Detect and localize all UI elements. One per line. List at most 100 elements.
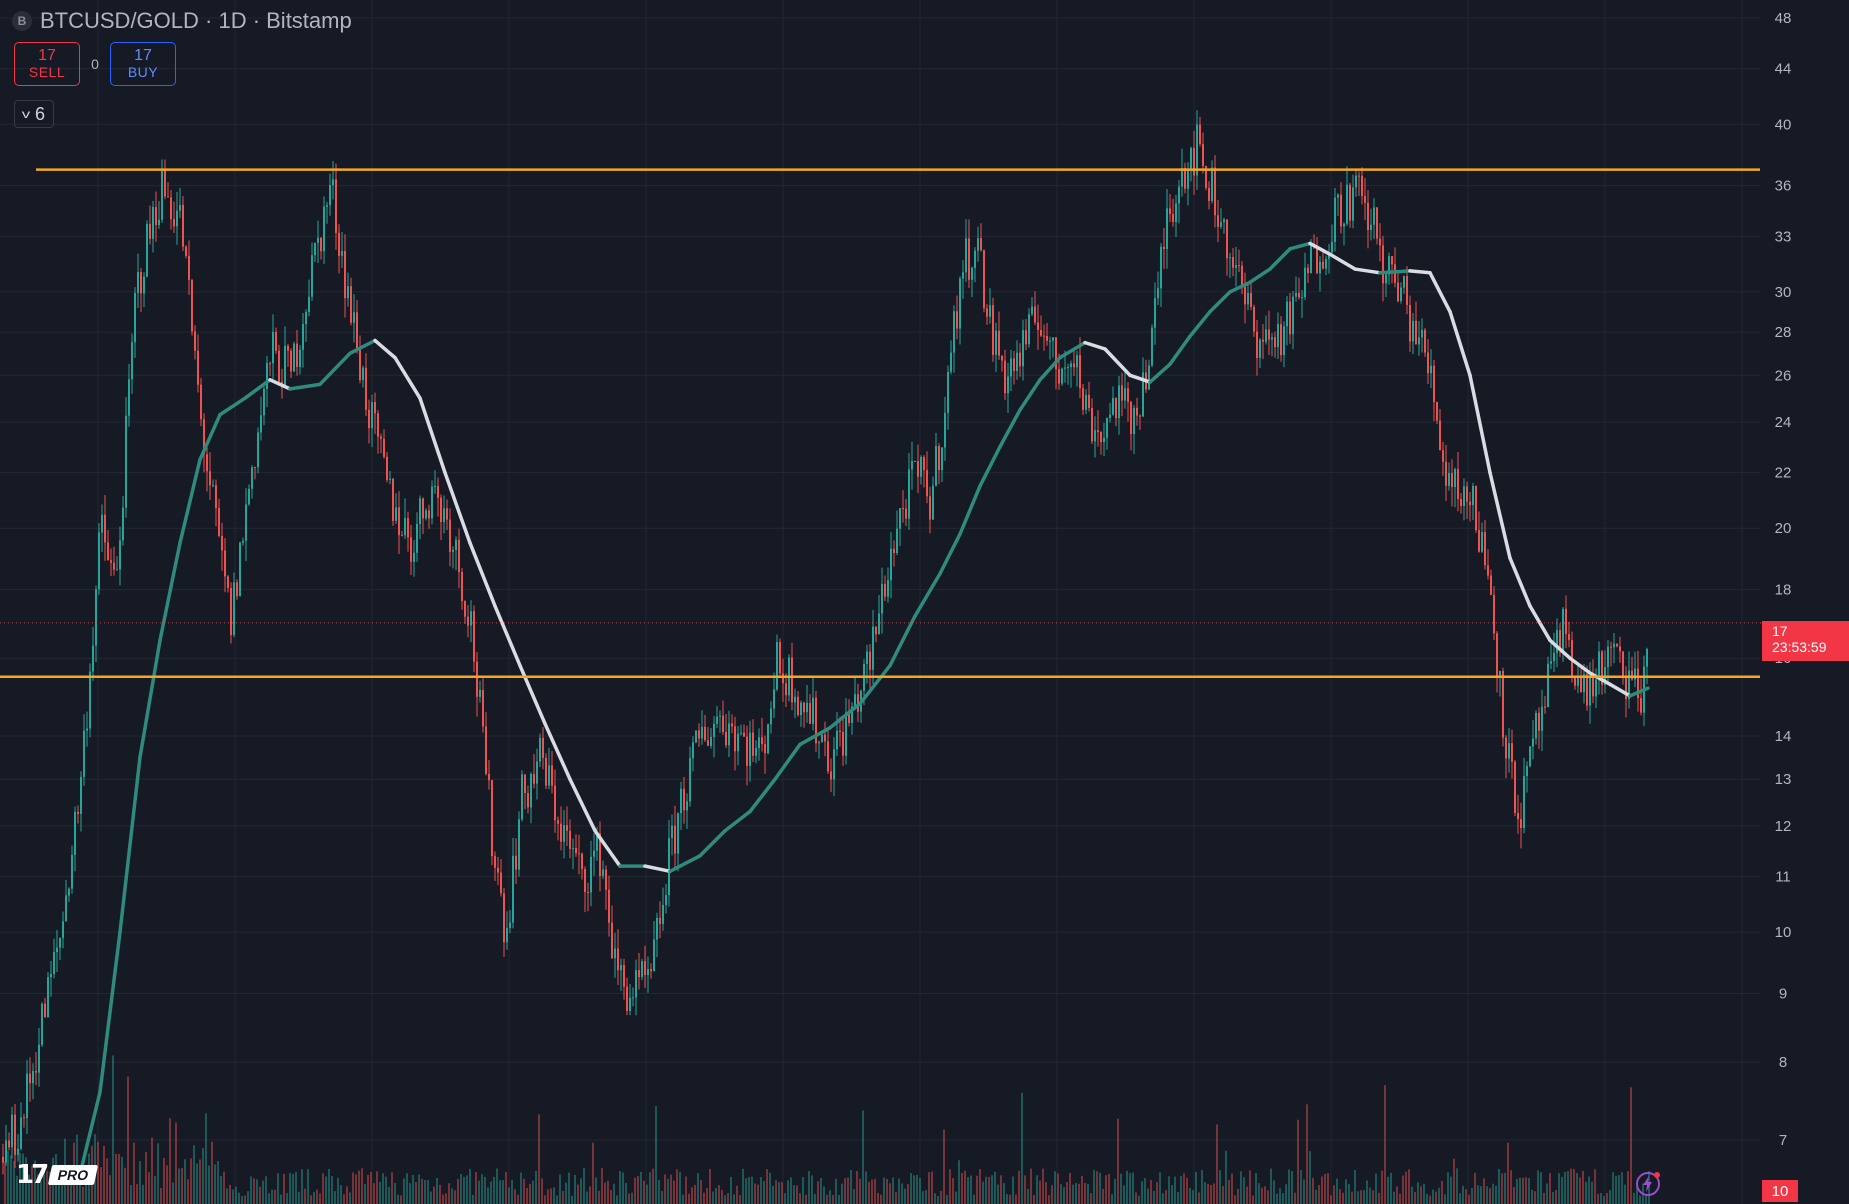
volume-bar <box>1354 1170 1356 1204</box>
candle-body <box>731 723 733 727</box>
volume-bar <box>352 1172 354 1204</box>
candle-body <box>722 715 724 733</box>
volume-bar <box>4 1161 6 1204</box>
volume-bar <box>1327 1173 1329 1204</box>
volume-bar <box>502 1180 504 1204</box>
volume-bar <box>667 1178 669 1204</box>
candle-body <box>368 409 370 429</box>
volume-bar <box>562 1190 564 1204</box>
buy-price: 17 <box>134 47 152 65</box>
volume-bar <box>1504 1172 1506 1204</box>
volume-bar <box>838 1194 840 1204</box>
volume-bar <box>466 1175 468 1204</box>
indicators-toggle-button[interactable]: v 6 <box>14 100 55 128</box>
volume-bar <box>1456 1168 1458 1204</box>
volume-bar <box>529 1183 531 1204</box>
candle-body <box>1217 215 1219 227</box>
volume-bar <box>382 1173 384 1204</box>
volume-bar <box>922 1191 924 1204</box>
volume-bar <box>154 1175 156 1204</box>
symbol-title[interactable]: BTCUSD/GOLD · 1D · Bitstamp <box>40 8 352 33</box>
volume-bar <box>517 1194 519 1204</box>
volume-bar <box>1084 1182 1086 1204</box>
volume-bar <box>1147 1188 1149 1204</box>
candle-body <box>398 507 400 536</box>
candle-body <box>1646 649 1648 667</box>
candle-body <box>1034 306 1036 323</box>
candle-body <box>1022 330 1024 367</box>
candle-body <box>197 350 199 385</box>
candle-body <box>1130 401 1132 434</box>
volume-bar <box>355 1174 357 1204</box>
volume-bar <box>730 1176 732 1204</box>
moving-average-segment <box>418 396 447 475</box>
horizontal-level-lines[interactable] <box>0 168 1760 678</box>
candle-body <box>1094 430 1096 442</box>
candle-body <box>242 540 244 543</box>
candle-body <box>416 524 418 553</box>
candle-body <box>113 562 115 570</box>
volume-bar <box>349 1192 351 1204</box>
volume-bar <box>493 1176 495 1204</box>
volume-bar <box>1462 1185 1464 1204</box>
candle-body <box>29 1073 31 1084</box>
sell-label: SELL <box>28 64 66 81</box>
candle-body <box>674 825 676 854</box>
volume-bar <box>679 1171 681 1204</box>
volume-bar <box>931 1171 933 1204</box>
volume-bar <box>712 1191 714 1204</box>
volume-bar <box>1558 1173 1560 1204</box>
candle-body <box>698 730 700 739</box>
candle-body <box>1235 265 1237 268</box>
volume-bar <box>724 1195 726 1204</box>
volume-bar <box>973 1194 975 1204</box>
volume-bar <box>157 1143 159 1204</box>
candle-body <box>320 237 322 252</box>
candle-body <box>1265 329 1267 342</box>
volume-bar <box>307 1169 309 1204</box>
candle-body <box>998 330 1000 356</box>
candle-body <box>218 508 220 536</box>
volume-bar <box>292 1173 294 1204</box>
volume-bar <box>748 1177 750 1204</box>
volume-bar <box>1060 1184 1062 1204</box>
volume-bar <box>1144 1178 1146 1204</box>
volume-bar <box>424 1180 426 1204</box>
sell-button[interactable]: 17 SELL <box>14 42 80 86</box>
volume-bar <box>253 1178 255 1204</box>
volume-bar <box>1306 1104 1308 1204</box>
volume-bar <box>1000 1175 1002 1204</box>
tradingview-logo[interactable]: 17 PRO <box>16 1160 99 1190</box>
volume-bar <box>1471 1187 1473 1204</box>
candle-body <box>1109 414 1111 419</box>
moving-average-segment <box>543 721 572 781</box>
candle-body <box>212 485 214 487</box>
volume-bar <box>448 1183 450 1204</box>
moving-average-segment <box>698 829 727 858</box>
candle-body <box>1295 292 1297 297</box>
candle-body <box>1376 207 1378 239</box>
moving-average-segment <box>1378 269 1412 275</box>
candle-body <box>53 952 55 974</box>
candle-body <box>1325 258 1327 269</box>
candle-body <box>521 774 523 820</box>
volume-bar <box>886 1178 888 1204</box>
candle-body <box>947 371 949 413</box>
candle-body <box>176 210 178 227</box>
volume-bar <box>1111 1194 1113 1204</box>
volume-bar <box>1165 1190 1167 1204</box>
candle-body <box>902 508 904 510</box>
volume-bar <box>1363 1190 1365 1204</box>
lightning-icon[interactable] <box>1634 1170 1662 1198</box>
candle-body <box>401 535 403 537</box>
candle-body <box>959 278 961 329</box>
candle-body <box>638 970 640 978</box>
price-axis[interactable]: 789101112131416182022242628303336404448 <box>1775 10 1792 1149</box>
candle-body <box>1064 367 1066 369</box>
volume-bar <box>556 1195 558 1204</box>
candle-body <box>818 742 820 744</box>
volume-bar <box>841 1183 843 1204</box>
buy-button[interactable]: 17 BUY <box>110 42 176 86</box>
candle-body <box>134 293 136 343</box>
